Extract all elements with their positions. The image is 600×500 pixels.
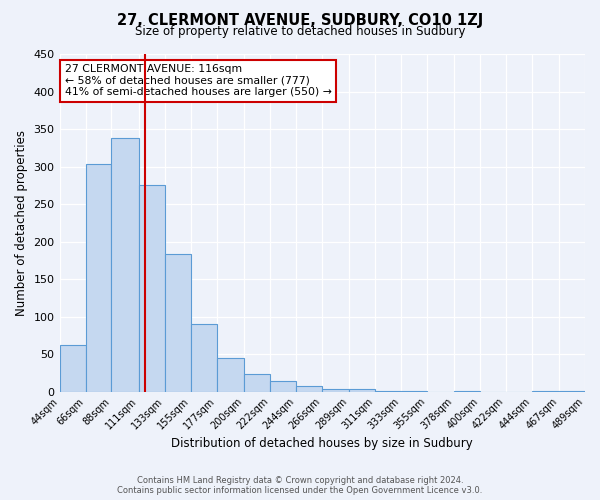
Y-axis label: Number of detached properties: Number of detached properties <box>15 130 28 316</box>
Text: 27 CLERMONT AVENUE: 116sqm
← 58% of detached houses are smaller (777)
41% of sem: 27 CLERMONT AVENUE: 116sqm ← 58% of deta… <box>65 64 332 98</box>
Bar <box>322 388 349 392</box>
Bar <box>559 391 585 392</box>
Bar <box>112 138 139 392</box>
Bar <box>270 381 296 392</box>
Bar <box>86 164 112 392</box>
Bar <box>532 391 559 392</box>
Bar <box>164 254 191 392</box>
Bar <box>59 345 86 392</box>
Text: Size of property relative to detached houses in Sudbury: Size of property relative to detached ho… <box>135 25 465 38</box>
Bar <box>139 186 164 392</box>
Bar <box>454 391 480 392</box>
Bar <box>296 386 322 392</box>
Bar <box>244 374 270 392</box>
X-axis label: Distribution of detached houses by size in Sudbury: Distribution of detached houses by size … <box>172 437 473 450</box>
Bar <box>217 358 244 392</box>
Bar <box>375 391 401 392</box>
Text: 27, CLERMONT AVENUE, SUDBURY, CO10 1ZJ: 27, CLERMONT AVENUE, SUDBURY, CO10 1ZJ <box>117 12 483 28</box>
Bar <box>401 391 427 392</box>
Bar <box>191 324 217 392</box>
Text: Contains HM Land Registry data © Crown copyright and database right 2024.
Contai: Contains HM Land Registry data © Crown c… <box>118 476 482 495</box>
Bar <box>349 390 375 392</box>
